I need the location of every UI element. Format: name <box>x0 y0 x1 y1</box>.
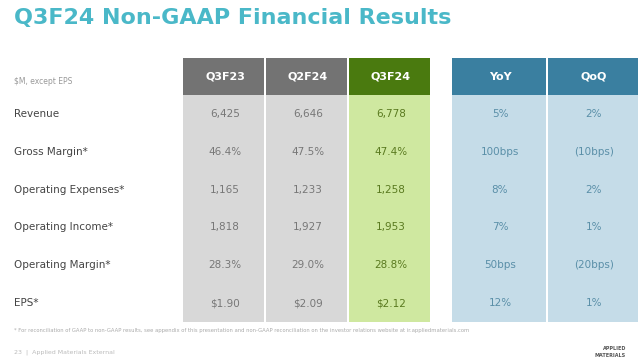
Bar <box>349 95 430 322</box>
Text: Operating Income*: Operating Income* <box>14 222 113 232</box>
Text: 2%: 2% <box>586 109 602 119</box>
Text: 1,233: 1,233 <box>293 185 323 195</box>
Text: Q3F24: Q3F24 <box>371 72 411 81</box>
Text: 12%: 12% <box>488 298 511 308</box>
Text: 1,165: 1,165 <box>210 185 240 195</box>
Bar <box>548 58 638 95</box>
Text: EPS*: EPS* <box>14 298 38 308</box>
Bar <box>183 95 264 322</box>
Text: 47.4%: 47.4% <box>374 147 408 157</box>
Text: APPLIED
MATERIALS: APPLIED MATERIALS <box>595 346 626 358</box>
Text: 47.5%: 47.5% <box>291 147 324 157</box>
Bar <box>266 58 347 95</box>
Text: 28.3%: 28.3% <box>209 260 241 270</box>
Text: 7%: 7% <box>492 222 508 232</box>
Text: (10bps): (10bps) <box>574 147 614 157</box>
Text: 1,258: 1,258 <box>376 185 406 195</box>
Text: Revenue: Revenue <box>14 109 59 119</box>
Text: $2.12: $2.12 <box>376 298 406 308</box>
Bar <box>349 58 430 95</box>
Text: $2.09: $2.09 <box>293 298 323 308</box>
Text: 6,646: 6,646 <box>293 109 323 119</box>
Bar <box>183 58 264 95</box>
Text: * For reconciliation of GAAP to non-GAAP results, see appendix of this presentat: * For reconciliation of GAAP to non-GAAP… <box>14 328 469 333</box>
Bar <box>452 95 546 322</box>
Text: 6,778: 6,778 <box>376 109 406 119</box>
Text: 29.0%: 29.0% <box>291 260 324 270</box>
Text: 1%: 1% <box>586 298 602 308</box>
Text: Operating Margin*: Operating Margin* <box>14 260 111 270</box>
Text: 1,927: 1,927 <box>293 222 323 232</box>
Text: 6,425: 6,425 <box>210 109 240 119</box>
Text: 2%: 2% <box>586 185 602 195</box>
Text: $M, except EPS: $M, except EPS <box>14 77 72 87</box>
Text: 8%: 8% <box>492 185 508 195</box>
Text: YoY: YoY <box>489 72 511 81</box>
Text: Q3F23: Q3F23 <box>205 72 245 81</box>
Text: 28.8%: 28.8% <box>374 260 408 270</box>
Text: 23  |  Applied Materials External: 23 | Applied Materials External <box>14 349 115 355</box>
Text: 100bps: 100bps <box>481 147 519 157</box>
Text: Gross Margin*: Gross Margin* <box>14 147 88 157</box>
Text: QoQ: QoQ <box>581 72 607 81</box>
Text: Q2F24: Q2F24 <box>288 72 328 81</box>
Bar <box>266 95 347 322</box>
Text: 5%: 5% <box>492 109 508 119</box>
Text: 1%: 1% <box>586 222 602 232</box>
Text: 50bps: 50bps <box>484 260 516 270</box>
Text: Operating Expenses*: Operating Expenses* <box>14 185 124 195</box>
Text: 46.4%: 46.4% <box>209 147 241 157</box>
Text: $1.90: $1.90 <box>210 298 240 308</box>
Text: (20bps): (20bps) <box>574 260 614 270</box>
Text: Q3F24 Non-GAAP Financial Results: Q3F24 Non-GAAP Financial Results <box>14 8 451 28</box>
Text: 1,953: 1,953 <box>376 222 406 232</box>
Bar <box>452 58 546 95</box>
Bar <box>548 95 638 322</box>
Text: 1,818: 1,818 <box>210 222 240 232</box>
